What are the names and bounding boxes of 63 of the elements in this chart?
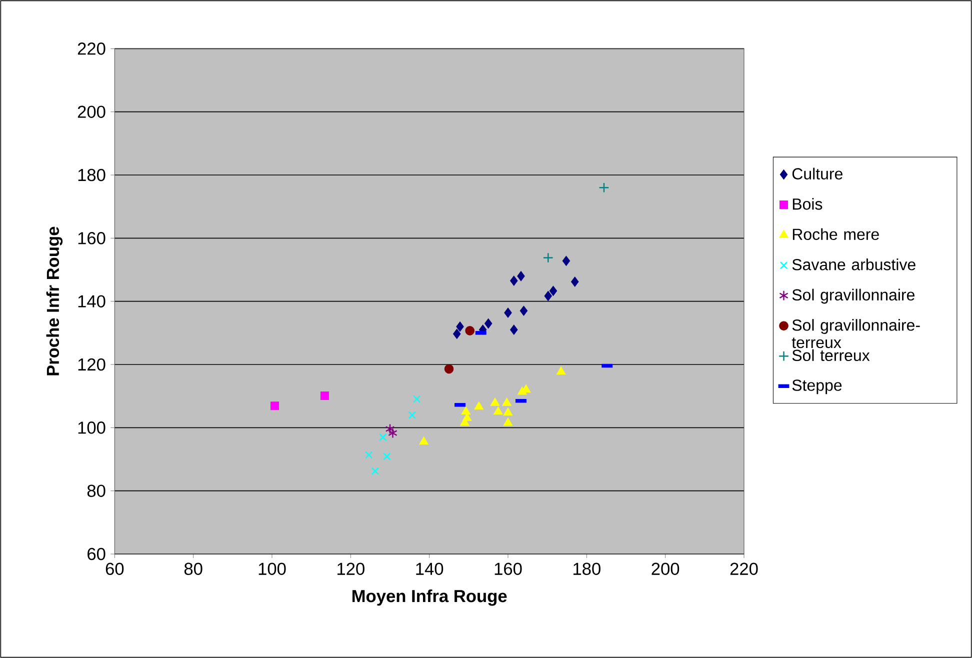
x-tick-label: 140 [416, 562, 444, 575]
x-tick-label: 80 [184, 562, 202, 575]
point [444, 364, 454, 374]
point [320, 392, 329, 400]
point [385, 424, 395, 434]
point [465, 326, 475, 336]
point [412, 395, 421, 403]
legend-label: Bois [792, 198, 822, 210]
legend-label: Sol gravillonnaire [792, 288, 914, 304]
x-tick-label: 60 [106, 562, 124, 575]
y-axis-title: Proche Infr Rouge [46, 226, 63, 376]
x-tick-label: 100 [258, 562, 286, 575]
point [456, 322, 464, 332]
point [453, 328, 461, 339]
x-tick-label: 120 [338, 562, 364, 575]
x-tick-label: 220 [730, 562, 758, 575]
point [503, 418, 513, 426]
point [520, 306, 528, 316]
legend-label: Steppe [792, 380, 842, 394]
legend-label: Sol terreux [792, 349, 870, 362]
point [270, 402, 280, 410]
point [371, 467, 379, 475]
point [502, 398, 512, 406]
point [570, 276, 579, 287]
point [549, 286, 558, 296]
point [494, 406, 503, 415]
y-tick-label: 180 [78, 168, 106, 182]
legend-label: Culture [792, 168, 842, 180]
point [382, 452, 391, 460]
y-tick-label: 220 [78, 42, 106, 55]
x-tick-label: 200 [652, 562, 680, 575]
point [510, 324, 518, 335]
x-axis-title: Moyen Infra Rouge [352, 589, 507, 606]
point [484, 318, 492, 329]
point [364, 450, 373, 459]
legend-label: Sol gravillonnaire-terreux [792, 319, 920, 348]
point [542, 252, 554, 264]
point [598, 182, 610, 193]
y-tick-label: 140 [78, 295, 106, 308]
point [408, 411, 416, 419]
point [517, 270, 525, 282]
y-tick-label: 60 [88, 548, 106, 560]
y-tick-label: 200 [78, 106, 106, 118]
legend-label: Roche mere [792, 228, 879, 240]
x-tick-label: 180 [574, 562, 600, 575]
x-tick-label: 160 [494, 562, 522, 575]
point [556, 366, 566, 375]
legend-label: Savane arbustive [792, 258, 916, 270]
y-tick-label: 120 [78, 358, 106, 371]
point [474, 401, 484, 410]
point [544, 290, 552, 302]
point [503, 407, 513, 416]
y-tick-label: 160 [78, 232, 106, 244]
y-tick-label: 100 [78, 422, 106, 434]
point [461, 406, 471, 415]
point [562, 256, 570, 266]
y-tick-label: 80 [87, 484, 106, 497]
point [388, 428, 398, 438]
point [379, 433, 387, 442]
point [490, 398, 500, 406]
point [510, 276, 518, 286]
point [504, 308, 512, 318]
point [419, 436, 428, 445]
